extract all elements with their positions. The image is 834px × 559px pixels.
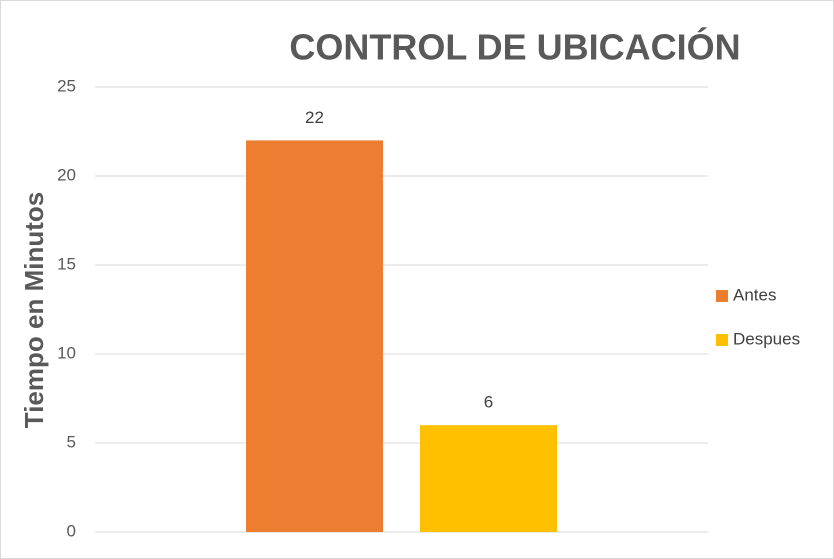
legend-swatch [716,334,728,346]
y-tick-label: 25 [57,76,76,95]
legend-label: Despues [733,329,800,348]
y-tick-label: 10 [57,343,76,362]
legend-label: Antes [733,285,776,304]
chart-title: CONTROL DE UBICACIÓN [289,26,740,68]
bar [246,140,383,532]
y-tick-label: 0 [67,521,76,540]
data-label: 22 [305,108,324,127]
bar [420,425,557,532]
y-axis-label: Tiempo en Minutos [19,192,49,428]
y-tick-label: 5 [67,432,76,451]
y-tick-label: 20 [57,165,76,184]
data-label: 6 [484,393,493,412]
y-tick-label: 15 [57,254,76,273]
legend-swatch [716,290,728,302]
